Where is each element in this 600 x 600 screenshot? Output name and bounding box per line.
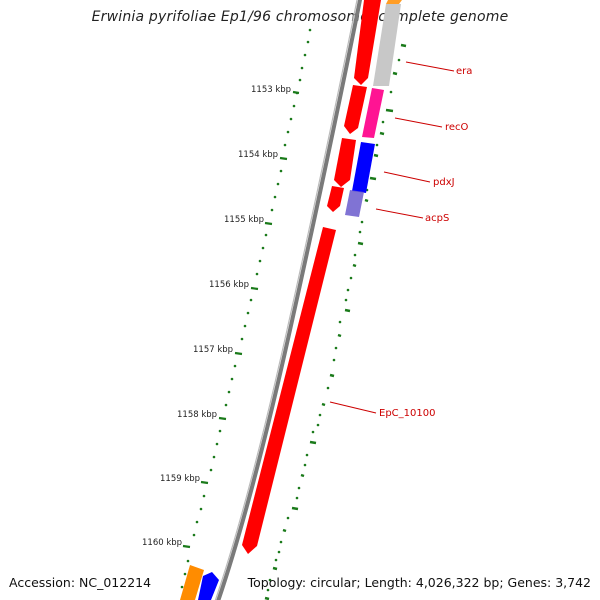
tick-label-1159: 1159 kbp bbox=[160, 474, 200, 484]
gene-label-acpS: acpS bbox=[425, 213, 449, 224]
tick-label-1155: 1155 kbp bbox=[224, 215, 264, 225]
gene-leader-lines bbox=[329, 61, 455, 414]
gene-red-4 bbox=[327, 186, 344, 212]
accession-label: Accession: NC_012214 bbox=[9, 575, 152, 590]
tick-label-1158: 1158 kbp bbox=[177, 410, 217, 420]
gene-EpC_10100 bbox=[242, 227, 336, 554]
gene-label-EpC_10100: EpC_10100 bbox=[379, 408, 435, 419]
tick-label-1154: 1154 kbp bbox=[238, 150, 278, 160]
gc-track-outer bbox=[264, 43, 407, 600]
gene-red-1 bbox=[354, 0, 381, 85]
inner-strand-genes bbox=[180, 0, 381, 600]
gene-label-recO: recO bbox=[445, 122, 469, 133]
map-title: Erwinia pyrifoliae Ep1/96 chromosome, co… bbox=[91, 9, 509, 25]
gc-track-inner bbox=[180, 28, 312, 589]
gene-label-era: era bbox=[456, 66, 472, 77]
chromosome-backbone-highlight bbox=[214, 0, 358, 600]
gene-red-2 bbox=[344, 85, 367, 134]
gene-red-3 bbox=[334, 138, 356, 187]
outer-strand-genes bbox=[345, 0, 402, 217]
gene-blue-bottom bbox=[198, 572, 219, 600]
tick-labels: 1153 kbp 1154 kbp 1155 kbp 1156 kbp 1157… bbox=[142, 85, 291, 548]
gene-acpS bbox=[345, 190, 364, 217]
tick-label-1157: 1157 kbp bbox=[193, 345, 233, 355]
gene-era bbox=[373, 4, 401, 86]
gene-recO bbox=[362, 88, 384, 138]
gene-labels: era recO pdxJ acpS EpC_10100 bbox=[379, 66, 472, 419]
topology-label: Topology: circular; Length: 4,026,322 bp… bbox=[247, 575, 591, 590]
tick-label-1156: 1156 kbp bbox=[209, 280, 249, 290]
gene-label-pdxJ: pdxJ bbox=[433, 177, 455, 188]
tick-label-1153: 1153 kbp bbox=[251, 85, 291, 95]
gene-pdxJ bbox=[352, 142, 375, 193]
gene-orange-bottom bbox=[180, 565, 204, 600]
gc-track-outer-dots bbox=[266, 58, 401, 592]
gene-orange-top bbox=[386, 0, 402, 4]
tick-marks bbox=[182, 90, 300, 549]
chromosome-backbone bbox=[216, 0, 363, 600]
tick-label-1160: 1160 kbp bbox=[142, 538, 182, 548]
